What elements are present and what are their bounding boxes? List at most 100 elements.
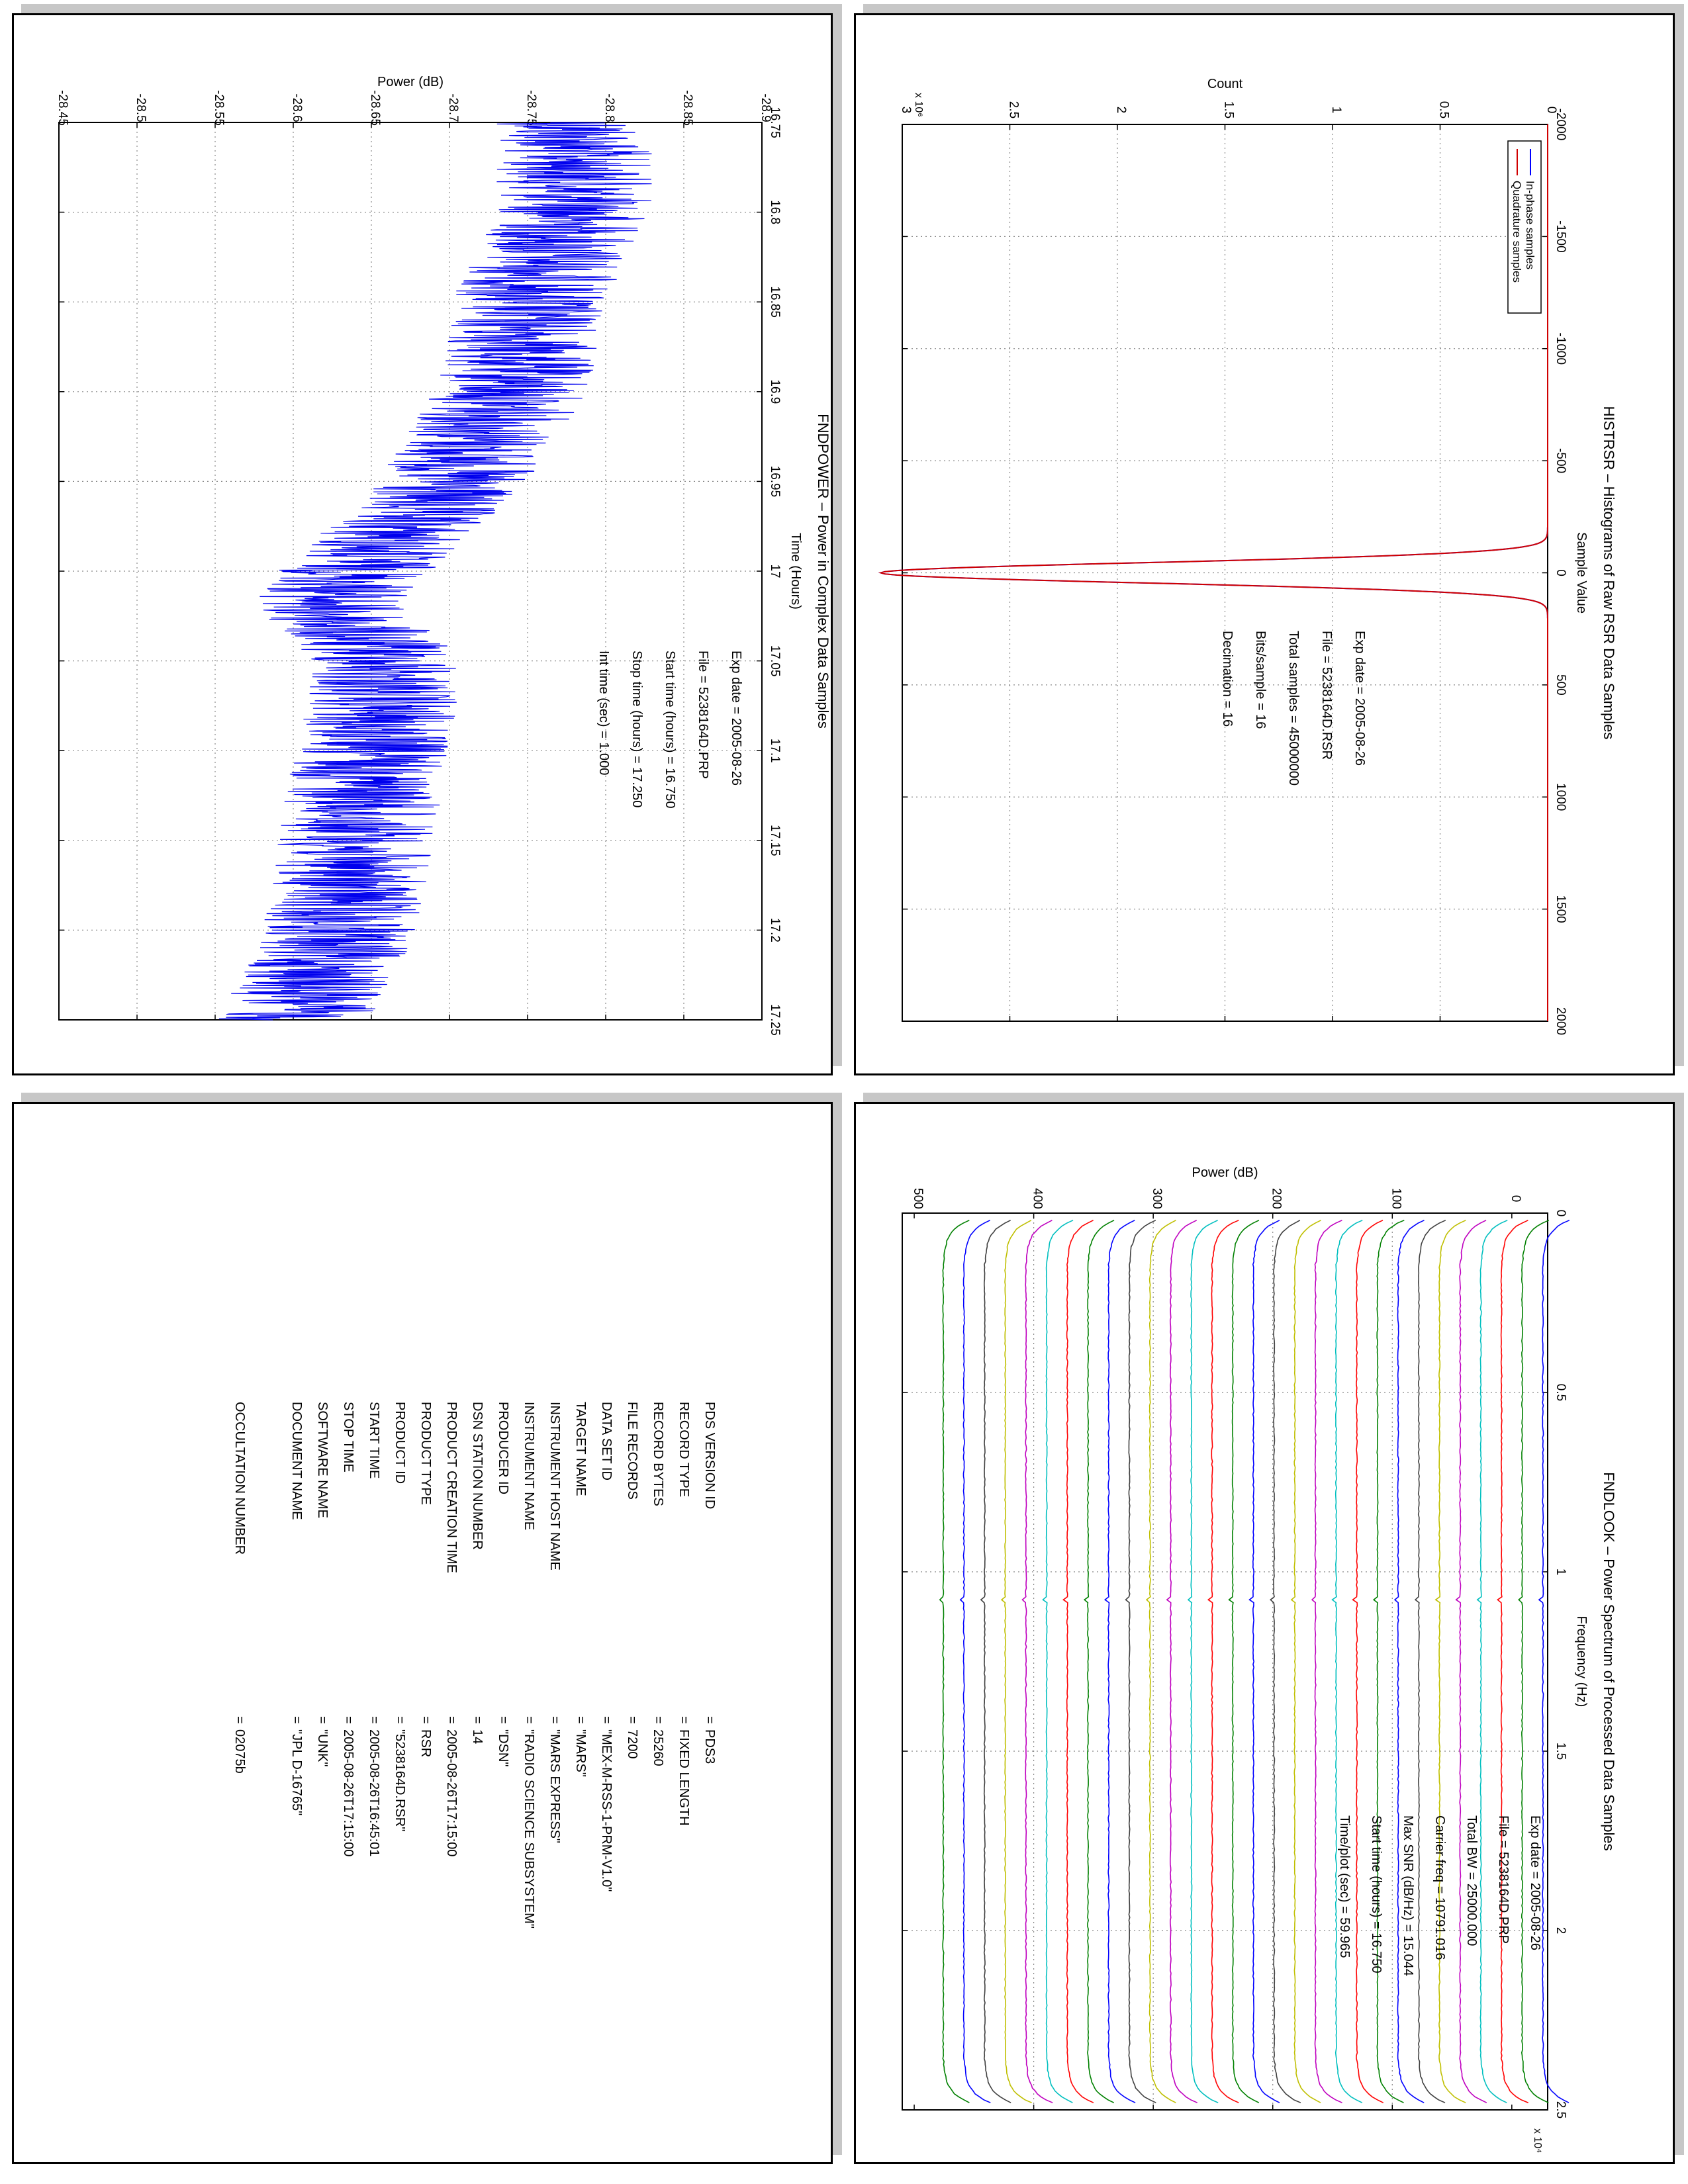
spectrum-trace [1187,1220,1219,2103]
label-equals: = [677,1716,691,1724]
label-equals: = [367,1716,381,1724]
label-equals: = [702,1716,717,1724]
label-equals: = [651,1716,665,1724]
plot-frame [902,124,1548,1022]
chart-title: FNDLOOK – Power Spectrum of Processed Da… [1601,1472,1617,1850]
label-key: FILE RECORDS [625,1402,639,1500]
info-text: Max SNR (dB/Hz) = 15.044 [1401,1815,1415,1976]
info-text: Total BW = 25000.000 [1464,1815,1479,1946]
y-tick-label: -28.65 [368,90,382,126]
label-equals: = [625,1716,639,1724]
spectrum-trace [1372,1220,1405,2103]
x-tick-label: 17 [768,564,782,578]
info-text: Int time (sec) = 1.000 [596,651,611,775]
x-tick-label: 16.95 [768,466,782,498]
y-tick-label: 500 [911,1188,925,1209]
y-tick-label: 400 [1031,1188,1045,1209]
spectrum-trace [1331,1220,1363,2103]
spectrum-trace [1476,1220,1508,2103]
label-value: FIXED LENGTH [677,1729,691,1826]
y-axis-label: Count [1207,77,1243,91]
y-tick-label: 1 [1329,107,1343,114]
y-tick-label: 0.5 [1437,101,1451,118]
x-tick-label: 1.5 [1554,1743,1568,1760]
pds-label-panel: PDS VERSION ID = PDS3 RECORD TYPE = FIXED LEN… [12,1102,833,2164]
label-equals: = [418,1716,433,1724]
label-key: PRODUCT CREATION TIME [444,1402,459,1573]
spectrum-trace [1125,1220,1156,2103]
x-tick-label: 500 [1554,674,1568,696]
label-key: PRODUCT ID [393,1402,407,1484]
y-tick-label: 300 [1150,1188,1164,1209]
label-value: 2005-08-26T16:45:01 [367,1729,381,1856]
y-tick-label: 0 [1509,1195,1523,1203]
label-value: "UNK" [315,1729,330,1766]
x-tick-label: -500 [1554,448,1568,473]
label-key: PRODUCER ID [496,1402,510,1494]
x-tick-label: 2 [1554,1927,1568,1934]
spectrum-trace [1021,1220,1053,2103]
label-value: "MARS EXPRESS" [547,1729,562,1843]
x-axis-label: Time (Hours) [788,533,803,610]
label-equals: = [315,1716,330,1724]
spectrum-trace [1145,1220,1176,2103]
y-tick-label: 3 [899,107,913,114]
label-key: INSTRUMENT NAME [522,1402,536,1530]
y-tick-label: 0 [1544,107,1558,114]
pds-label-table: PDS VERSION ID = PDS3 RECORD TYPE = FIXED LEN… [232,1402,717,1929]
chart-title: FNDPOWER – Power in Complex Data Samples [815,414,831,729]
label-value: "MEX-M-RSS-1-PRM-V1.0" [599,1729,614,1891]
legend-label: Quadrature samples [1511,181,1523,283]
x-tick-label: 0 [1554,569,1568,576]
label-value: 2005-08-26T17:15:00 [444,1729,459,1856]
spectrum-trace [1166,1220,1198,2103]
x-tick-label: 2000 [1554,1007,1568,1035]
label-key: DOCUMENT NAME [289,1402,304,1520]
info-text: Stop time (hours) = 17.250 [630,651,644,807]
info-text: Total samples = 45000000 [1286,631,1301,786]
spectrum-trace [1455,1220,1487,2103]
x-tick-label: 0 [1554,1210,1568,1217]
label-equals: = [599,1716,614,1724]
x-tick-label: 1000 [1554,783,1568,811]
spectrum-trace [1270,1220,1301,2103]
fndpower-panel: 16.75 16.8 16.85 16.9 16.95 17 17.05 17.1 17.15 1… [12,13,833,1075]
label-key: RECORD TYPE [677,1402,691,1497]
label-key: PRODUCT TYPE [418,1402,433,1505]
y-tick-label: -28.7 [446,93,460,122]
y-tick-label: -28.45 [56,90,70,126]
x-tick-label: 17.05 [768,645,782,677]
spectrum-trace [1103,1220,1136,2103]
info-text: File = 5238164D.PRP [696,651,710,779]
label-equals: = [573,1716,588,1724]
label-value: 7200 [625,1729,639,1759]
spectrum-trace [1414,1220,1446,2103]
label-equals: = [289,1716,304,1724]
info-text: Start time (hours) = 16.750 [1369,1815,1383,1973]
spectrum-trace [1207,1220,1239,2103]
info-text: Exp date = 2005-08-26 [729,651,743,786]
label-equals: = [496,1716,510,1724]
plot-frame [58,122,763,1021]
x-tick-label: 17.25 [768,1004,782,1036]
x-tick-label: 2.5 [1554,2101,1568,2118]
spectrum-trace [1083,1220,1115,2103]
x-exponent-label: x 10⁴ [1532,2128,1543,2153]
x-tick-label: -1000 [1554,332,1568,365]
spectrum-trace [1248,1220,1280,2103]
y-tick-label: 2 [1114,107,1128,114]
label-value: 25260 [651,1729,665,1766]
info-text: Start time (hours) = 16.750 [663,651,677,808]
label-key: DATA SET ID [599,1402,614,1480]
info-text: Exp date = 2005-08-26 [1352,631,1367,766]
label-value: 14 [470,1729,485,1744]
label-equals: = [522,1716,536,1724]
info-text: Carrier freq = 10791.016 [1432,1815,1447,1960]
fndpower-chart: 16.75 16.8 16.85 16.9 16.95 17 17.05 17.1 17.15 1… [56,75,831,1036]
x-tick-label: 0.5 [1554,1384,1568,1401]
x-axis-label: Frequency (Hz) [1574,1616,1589,1707]
label-key: OCCULTATION NUMBER [232,1402,247,1555]
series-line-in-phase [878,124,1548,1021]
y-tick-label: -28.6 [290,93,304,122]
info-text: Bits/sample = 16 [1253,631,1268,729]
